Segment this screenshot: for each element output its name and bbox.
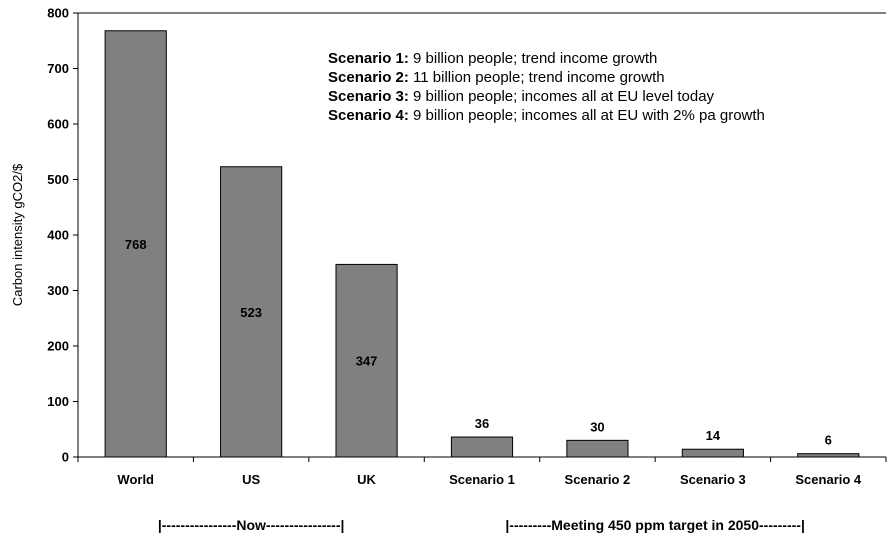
x-category-label: Scenario 2: [565, 472, 631, 487]
x-category-label: Scenario 1: [449, 472, 515, 487]
group-labels: |----------------Now----------------| |--…: [158, 517, 805, 533]
y-tick-label: 400: [47, 228, 69, 243]
scenario-legend: Scenario 1: 9 billion people; trend inco…: [328, 50, 765, 124]
scenario-annotation-title: Scenario 4:: [328, 107, 409, 124]
y-tick-label: 800: [47, 6, 69, 21]
scenario-annotation-text: 11 billion people; trend income growth: [409, 69, 665, 86]
scenario-annotation-text: 9 billion people; incomes all at EU with…: [409, 107, 765, 124]
bar: [681, 448, 744, 458]
group-label: |---------Meeting 450 ppm target in 2050…: [505, 517, 804, 533]
scenario-annotation-title: Scenario 1:: [328, 50, 409, 67]
x-category-label: Scenario 4: [795, 472, 862, 487]
y-tick-label: 300: [47, 283, 69, 298]
x-category-label: UK: [357, 472, 376, 487]
scenario-annotation: Scenario 3: 9 billion people; incomes al…: [328, 88, 715, 105]
bars: [104, 30, 860, 458]
category-labels: World US UK Scenario 1 Scenario 2 Scenario 3 S…: [117, 472, 862, 487]
scenario-annotation: Scenario 4: 9 billion people; incomes al…: [328, 107, 765, 124]
bar-value-label: 347: [356, 354, 378, 369]
scenario-annotation: Scenario 1: 9 billion people; trend inco…: [328, 50, 657, 67]
bar: [450, 436, 514, 458]
scenario-annotation-title: Scenario 3:: [328, 88, 409, 105]
scenario-annotation-title: Scenario 2:: [328, 69, 409, 86]
y-axis-title: Carbon intensity gCO2/$: [10, 163, 25, 306]
x-category-label: US: [242, 472, 260, 487]
scenario-annotation: Scenario 2: 11 billion people; trend inc…: [328, 69, 665, 86]
bar: [104, 30, 167, 458]
x-category-label: World: [117, 472, 154, 487]
y-tick-label: 0: [62, 450, 69, 465]
y-tick-label: 200: [47, 339, 69, 354]
bar-value-label: 30: [590, 419, 604, 434]
bar-value-label: 768: [125, 237, 147, 252]
scenario-annotation-text: 9 billion people; incomes all at EU leve…: [409, 88, 715, 105]
x-category-label: Scenario 3: [680, 472, 746, 487]
y-axis-ticks: 0 100 200 300 400 500 600 700 800: [47, 6, 78, 465]
bar: [566, 439, 629, 458]
scenario-annotation-text: 9 billion people; trend income growth: [409, 50, 657, 67]
value-labels: 768 523 347 36 30 14 6: [125, 237, 832, 448]
y-tick-label: 100: [47, 394, 69, 409]
bar-value-label: 14: [706, 428, 721, 443]
bar: [797, 453, 860, 458]
group-label: |----------------Now----------------|: [158, 517, 345, 533]
bar-value-label: 36: [475, 416, 489, 431]
bar: [220, 166, 283, 458]
y-tick-label: 700: [47, 61, 69, 76]
bar: [335, 263, 398, 458]
bar-value-label: 6: [825, 433, 832, 448]
bar-value-label: 523: [240, 305, 262, 320]
y-tick-label: 500: [47, 172, 69, 187]
y-tick-label: 600: [47, 117, 69, 132]
